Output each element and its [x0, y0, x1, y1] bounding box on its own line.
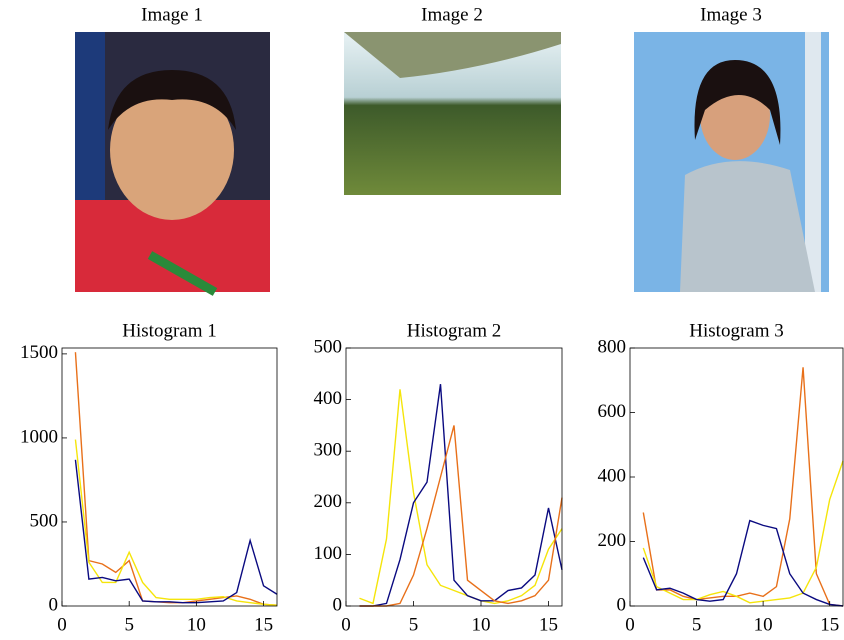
x-tick-label: 15: [254, 614, 273, 635]
figure: Image 1 Image 2 Image 3 Histogram 105001…: [0, 0, 844, 640]
series-line: [75, 440, 277, 606]
plot-frame: [630, 348, 843, 606]
chart-title: Histogram 2: [407, 320, 501, 341]
y-tick-label: 200: [598, 530, 627, 551]
y-tick-label: 600: [598, 401, 627, 422]
y-tick-label: 1000: [20, 426, 58, 447]
x-tick-label: 10: [754, 614, 773, 635]
series-line: [75, 352, 277, 605]
plot-frame: [62, 348, 277, 606]
x-tick-label: 0: [341, 614, 351, 635]
chart-title: Histogram 1: [122, 320, 216, 341]
image-title: Image 3: [700, 4, 762, 25]
image-3: [634, 32, 829, 292]
y-tick-label: 400: [314, 388, 343, 409]
x-tick-label: 10: [187, 614, 206, 635]
y-tick-label: 500: [314, 336, 343, 357]
x-tick-label: 0: [57, 614, 67, 635]
series-line: [643, 367, 843, 606]
x-tick-label: 10: [472, 614, 491, 635]
y-tick-label: 0: [617, 594, 627, 615]
y-tick-label: 800: [598, 336, 627, 357]
plot-frame: [346, 348, 562, 606]
y-tick-label: 100: [314, 543, 343, 564]
image-title: Image 1: [141, 4, 203, 25]
y-tick-label: 0: [49, 594, 59, 615]
y-tick-label: 200: [314, 491, 343, 512]
series-line: [75, 460, 277, 603]
image-title: Image 2: [421, 4, 483, 25]
y-tick-label: 300: [314, 440, 343, 461]
y-tick-label: 0: [333, 594, 343, 615]
y-tick-label: 1500: [20, 342, 58, 363]
series-line: [643, 521, 843, 606]
x-tick-label: 15: [820, 614, 839, 635]
chart-title: Histogram 3: [689, 320, 783, 341]
y-tick-label: 500: [30, 510, 59, 531]
x-tick-label: 15: [539, 614, 558, 635]
x-tick-label: 5: [124, 614, 134, 635]
y-tick-label: 400: [598, 465, 627, 486]
x-tick-label: 5: [409, 614, 419, 635]
x-tick-label: 0: [625, 614, 635, 635]
image-1: [75, 32, 270, 292]
x-tick-label: 5: [692, 614, 702, 635]
image-2: [344, 32, 561, 195]
